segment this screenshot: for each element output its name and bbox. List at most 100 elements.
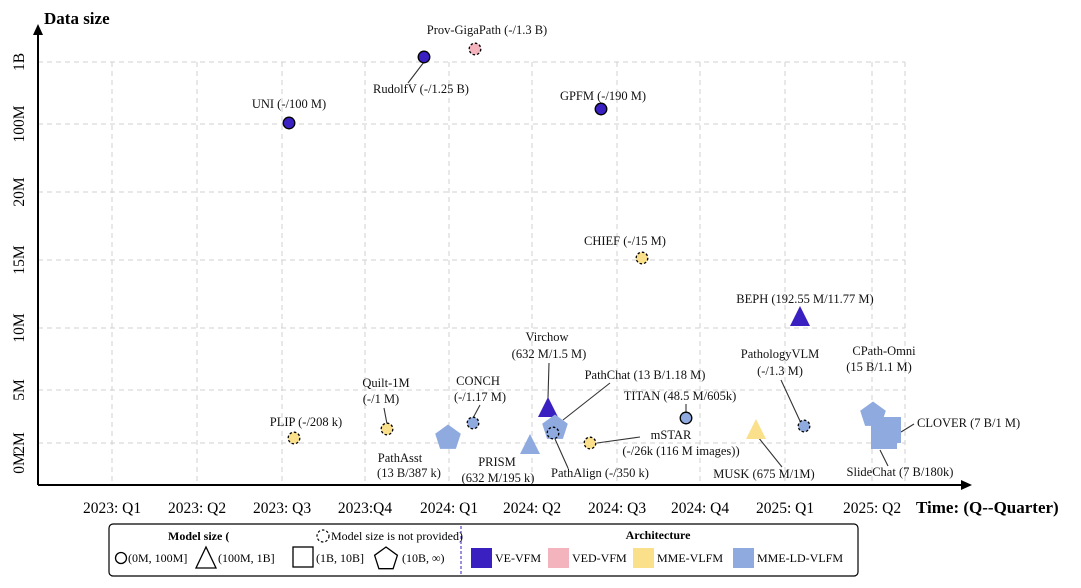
label-uni: UNI (-/100 M) bbox=[252, 97, 326, 111]
y-tick-label: 20M bbox=[11, 177, 28, 207]
label-cpath-omni: (15 B/1.1 M) bbox=[846, 360, 912, 374]
legend-swatch-ved-vfm bbox=[548, 548, 569, 568]
label-beph: BEPH (192.55 M/11.77 M) bbox=[736, 292, 873, 306]
marker-chief bbox=[635, 251, 649, 265]
x-tick-label: 2023:Q4 bbox=[338, 500, 393, 517]
label-titan: TITAN (48.5 M/605k) bbox=[624, 389, 737, 403]
leader-slidechat bbox=[879, 449, 889, 467]
label-pathchat: PathChat (13 B/1.18 M) bbox=[585, 368, 706, 382]
label-prism: PRISM bbox=[478, 455, 516, 469]
marker-gpfm bbox=[594, 102, 608, 116]
label-mstar: (-/26k (116 M images)) bbox=[622, 444, 739, 458]
leader-conch bbox=[472, 404, 481, 419]
y-tick-label: 1B bbox=[11, 53, 28, 71]
leader-virchow bbox=[547, 362, 550, 399]
marker-mstar bbox=[583, 436, 597, 450]
label-virchow: (632 M/1.5 M) bbox=[512, 347, 587, 361]
legend-arch-title: Architecture bbox=[626, 528, 692, 542]
label-prism: (632 M/195 k) bbox=[462, 471, 535, 485]
legend-swatch-mme-ld-vlfm bbox=[733, 548, 754, 568]
marker-pathalign bbox=[546, 426, 560, 440]
label-chief: CHIEF (-/15 M) bbox=[584, 234, 666, 248]
label-quilt-1m: (-/1 M) bbox=[363, 392, 399, 406]
x-tick-label: 2025: Q2 bbox=[843, 500, 901, 517]
marker-slidechat bbox=[871, 423, 897, 449]
marker-plip bbox=[287, 431, 301, 445]
label-rudolfv: RudolfV (-/1.25 B) bbox=[373, 82, 469, 96]
marker-quilt-1m bbox=[380, 422, 394, 436]
legend-size-title-suffix: Model size is not provided) bbox=[331, 529, 463, 543]
marker-prov-gigapath bbox=[468, 42, 482, 56]
y-tick-label: 100M bbox=[11, 105, 28, 142]
legend-pentagon-icon bbox=[373, 546, 399, 570]
leader-pathalign bbox=[554, 438, 569, 469]
leader-quilt-1m bbox=[383, 407, 388, 425]
label-conch: (-/1.17 M) bbox=[454, 390, 506, 404]
y-tick-label: 15M bbox=[11, 245, 28, 275]
legend: Model size ( Model size is not provided) (… bbox=[108, 523, 859, 577]
label-prov-gigapath: Prov-GigaPath (-/1.3 B) bbox=[427, 23, 547, 37]
y-tick-label: 5M bbox=[11, 379, 28, 401]
label-virchow: Virchow bbox=[526, 330, 569, 344]
marker-rudolfv bbox=[417, 50, 431, 64]
legend-swatch-ve-vfm bbox=[471, 548, 492, 568]
leader-clover bbox=[900, 423, 915, 433]
marker-beph bbox=[790, 306, 810, 326]
marker-titan bbox=[679, 411, 693, 425]
leader-rudolfv bbox=[407, 61, 425, 84]
label-conch: CONCH bbox=[456, 374, 500, 388]
data-markers bbox=[282, 42, 901, 454]
y-tick-label: 2M bbox=[11, 432, 28, 454]
label-quilt-1m: Quilt-1M bbox=[362, 376, 409, 390]
x-tick-label: 2023: Q2 bbox=[168, 500, 226, 517]
grid-layer bbox=[38, 61, 906, 485]
label-clover: CLOVER (7 B/1 M) bbox=[917, 416, 1020, 430]
leader-lines bbox=[383, 61, 915, 469]
marker-musk bbox=[746, 419, 766, 439]
y-tick-label: 0M bbox=[11, 452, 28, 474]
marker-uni bbox=[282, 116, 296, 130]
leader-mstar bbox=[596, 436, 641, 444]
legend-size-item: (0M, 100M] bbox=[128, 551, 187, 565]
legend-size-title: Model size ( bbox=[168, 529, 229, 543]
legend-arch-item: MME-LD-VLFM bbox=[757, 551, 843, 565]
x-axis-title: Time: (Q--Quarter) bbox=[916, 498, 1059, 517]
label-slidechat: SlideChat (7 B/180k) bbox=[847, 465, 954, 479]
legend-circle-icon bbox=[114, 551, 128, 565]
x-tick-label: 2024: Q3 bbox=[588, 500, 646, 517]
label-pathologyvlm: (-/1.3 M) bbox=[757, 364, 803, 378]
x-tick-label: 2023: Q1 bbox=[83, 500, 141, 517]
marker-prism bbox=[520, 434, 540, 454]
x-tick-label: 2024: Q2 bbox=[503, 500, 561, 517]
leader-pathchat bbox=[562, 382, 611, 421]
legend-swatch-mme-vlfm bbox=[633, 548, 654, 568]
x-axis-arrow bbox=[961, 480, 972, 490]
leader-musk bbox=[757, 436, 783, 468]
legend-size-item: (10B, ∞) bbox=[402, 551, 445, 565]
axes-layer: Data size Time: (Q--Quarter) 2023: Q1 2023:… bbox=[11, 9, 1059, 517]
y-tick-label: 10M bbox=[11, 313, 28, 343]
legend-arch-item: VED-VFM bbox=[572, 551, 627, 565]
x-tick-label: 2025: Q1 bbox=[756, 500, 814, 517]
label-gpfm: GPFM (-/190 M) bbox=[560, 89, 646, 103]
label-pathasst: PathAsst bbox=[378, 451, 423, 465]
label-pathologyvlm: PathologyVLM bbox=[741, 347, 819, 361]
marker-pathasst bbox=[435, 424, 461, 449]
label-mstar: mSTAR bbox=[651, 428, 692, 442]
marker-virchow bbox=[538, 397, 558, 417]
x-tick-label: 2024: Q4 bbox=[671, 500, 729, 517]
marker-pathologyvlm bbox=[797, 419, 811, 433]
label-pathalign: PathAlign (-/350 k) bbox=[551, 466, 649, 480]
label-musk: MUSK (675 M/1M) bbox=[713, 467, 814, 481]
label-pathasst: (13 B/387 k) bbox=[377, 466, 441, 480]
y-axis-title: Data size bbox=[44, 9, 110, 28]
legend-arch-item: VE-VFM bbox=[495, 551, 541, 565]
legend-size-item: (100M, 1B] bbox=[218, 551, 275, 565]
legend-triangle-icon bbox=[194, 545, 218, 569]
legend-square-icon bbox=[292, 546, 314, 568]
x-tick-label: 2023: Q3 bbox=[253, 500, 311, 517]
label-plip: PLIP (-/208 k) bbox=[270, 415, 342, 429]
legend-not-provided-icon bbox=[316, 529, 330, 543]
label-cpath-omni: CPath-Omni bbox=[852, 344, 916, 358]
